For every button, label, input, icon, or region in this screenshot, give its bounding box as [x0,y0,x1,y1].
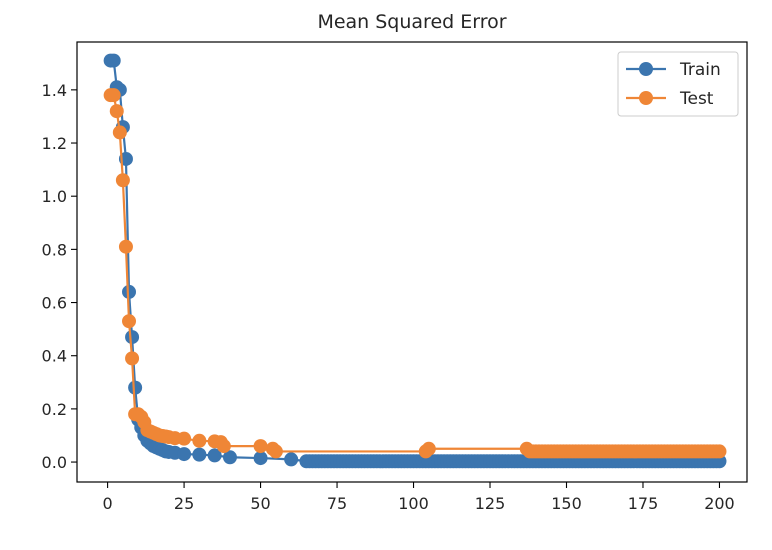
legend: Train Test [617,51,739,117]
data-point-train [106,53,121,68]
data-point-test [118,239,133,254]
data-point-train [128,380,143,395]
series-test [103,88,727,459]
data-point-test [106,88,121,103]
data-point-train [177,447,192,462]
y-tick-label: 0.0 [42,453,67,472]
data-point-train [122,284,137,299]
data-point-test [112,125,127,140]
y-tick-label: 0.4 [42,347,67,366]
legend-label: Train [679,60,721,80]
plot-area [103,53,727,469]
data-point-test [122,314,137,329]
x-tick-label: 200 [704,494,735,513]
y-tick-label: 0.8 [42,240,67,259]
legend-marker [639,62,653,76]
y-tick-label: 1.0 [42,187,67,206]
data-point-train [222,450,237,465]
data-point-test [268,444,283,459]
data-point-train [253,451,268,466]
legend-label: Test [679,89,714,109]
x-tick-label: 175 [628,494,659,513]
y-tick-label: 1.2 [42,134,67,153]
x-tick-label: 150 [551,494,582,513]
x-axis: 0 25 50 75 100 125 150 175 200 [102,482,735,513]
axes-frame [76,41,748,483]
y-tick-label: 0.2 [42,400,67,419]
data-point-train [192,447,207,462]
data-point-test [421,441,436,456]
data-point-test [192,433,207,448]
x-tick-label: 0 [102,494,112,513]
data-point-test [109,104,124,119]
x-tick-label: 25 [174,494,194,513]
legend-marker [639,91,653,105]
x-tick-label: 75 [327,494,347,513]
x-tick-label: 100 [398,494,429,513]
y-tick-label: 0.6 [42,294,67,313]
data-point-test [115,173,130,188]
data-point-test [712,444,727,459]
data-point-train [207,448,222,463]
y-axis: 0.0 0.2 0.4 0.6 0.8 1.0 1.2 1.4 [42,81,77,472]
data-point-test [216,439,231,454]
data-point-train [284,452,299,467]
data-point-test [125,351,140,366]
data-point-test [177,431,192,446]
chart-title: Mean Squared Error [317,11,506,33]
y-tick-label: 1.4 [42,81,67,100]
data-point-test [253,439,268,454]
x-tick-label: 125 [475,494,506,513]
data-point-train [125,330,140,345]
x-tick-label: 50 [250,494,270,513]
